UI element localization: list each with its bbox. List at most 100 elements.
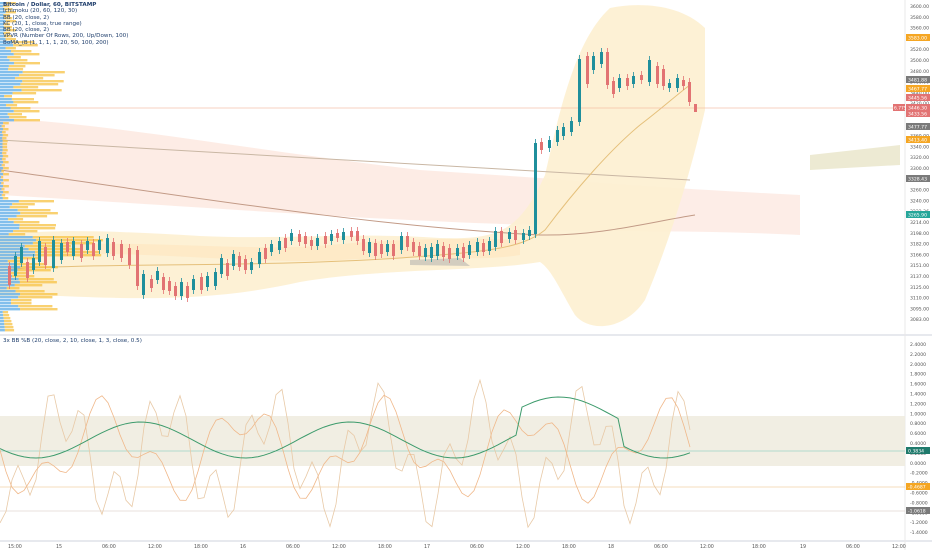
candle-body[interactable] bbox=[468, 245, 471, 255]
candle-body[interactable] bbox=[136, 250, 139, 286]
candle-body[interactable] bbox=[632, 76, 635, 84]
candle-body[interactable] bbox=[238, 256, 241, 267]
candle-body[interactable] bbox=[258, 252, 261, 264]
indicator-bb-1[interactable]: BB (20, close, 2) bbox=[3, 14, 50, 21]
candle-body[interactable] bbox=[316, 238, 319, 246]
candle-body[interactable] bbox=[264, 248, 267, 259]
candle-body[interactable] bbox=[640, 75, 643, 80]
candle-body[interactable] bbox=[570, 121, 573, 132]
candle-body[interactable] bbox=[540, 142, 543, 150]
candle-body[interactable] bbox=[586, 56, 589, 84]
candle-body[interactable] bbox=[626, 78, 629, 86]
candle-body[interactable] bbox=[406, 236, 409, 247]
price-tag[interactable] bbox=[906, 123, 930, 130]
candle-body[interactable] bbox=[400, 236, 403, 250]
candle-body[interactable] bbox=[562, 127, 565, 136]
candle-body[interactable] bbox=[150, 279, 153, 288]
candle-body[interactable] bbox=[20, 247, 23, 263]
candle-body[interactable] bbox=[324, 236, 327, 244]
price-tag[interactable] bbox=[906, 94, 930, 101]
candle-body[interactable] bbox=[298, 234, 301, 242]
candle-body[interactable] bbox=[120, 244, 123, 258]
candle-body[interactable] bbox=[200, 277, 203, 290]
candle-body[interactable] bbox=[656, 66, 659, 84]
candle-body[interactable] bbox=[578, 59, 581, 122]
candle-body[interactable] bbox=[368, 242, 371, 253]
candle-body[interactable] bbox=[278, 241, 281, 250]
candle-body[interactable] bbox=[424, 248, 427, 257]
candle-body[interactable] bbox=[618, 78, 621, 88]
price-tag[interactable] bbox=[906, 85, 930, 92]
candle-body[interactable] bbox=[142, 274, 145, 295]
candle-body[interactable] bbox=[476, 242, 479, 252]
price-tag[interactable] bbox=[906, 76, 930, 83]
candle-body[interactable] bbox=[232, 254, 235, 266]
oscillator-legend[interactable]: 3x BB %B (20, close, 2, 10, close, 1, 3,… bbox=[3, 338, 142, 344]
candle-body[interactable] bbox=[226, 263, 229, 276]
candle-body[interactable] bbox=[456, 248, 459, 256]
candle-body[interactable] bbox=[284, 238, 287, 248]
candle-body[interactable] bbox=[14, 256, 17, 276]
candle-body[interactable] bbox=[668, 83, 671, 88]
candle-body-current[interactable] bbox=[694, 104, 697, 112]
candle-body[interactable] bbox=[514, 230, 517, 240]
candle-body[interactable] bbox=[442, 246, 445, 257]
candle-body[interactable] bbox=[86, 241, 89, 250]
candle-body[interactable] bbox=[380, 244, 383, 254]
candle-body[interactable] bbox=[436, 244, 439, 256]
candle-body[interactable] bbox=[500, 231, 503, 243]
candle-body[interactable] bbox=[174, 286, 177, 296]
candle-body[interactable] bbox=[98, 240, 101, 250]
candle-body[interactable] bbox=[290, 233, 293, 241]
candle-body[interactable] bbox=[192, 279, 195, 290]
candle-body[interactable] bbox=[244, 259, 247, 270]
candle-body[interactable] bbox=[220, 258, 223, 274]
candle-body[interactable] bbox=[8, 266, 11, 285]
candle-body[interactable] bbox=[418, 246, 421, 256]
candle-body[interactable] bbox=[528, 230, 531, 236]
indicator-ichimoku[interactable]: Ichimoku (20, 60, 120, 30) bbox=[3, 8, 78, 15]
candle-body[interactable] bbox=[508, 232, 511, 239]
candle-body[interactable] bbox=[648, 60, 651, 82]
candle-body[interactable] bbox=[494, 231, 497, 247]
candle-body[interactable] bbox=[106, 238, 109, 253]
candle-body[interactable] bbox=[44, 247, 47, 265]
candle-body[interactable] bbox=[342, 232, 345, 240]
oscillator-value-tag[interactable] bbox=[906, 447, 930, 454]
price-tag[interactable] bbox=[906, 110, 930, 117]
candle-body[interactable] bbox=[72, 241, 75, 256]
candle-body[interactable] bbox=[52, 240, 55, 268]
price-tag[interactable] bbox=[906, 34, 930, 41]
candle-body[interactable] bbox=[128, 248, 131, 265]
candle-body[interactable] bbox=[556, 130, 559, 142]
price-tag[interactable] bbox=[906, 211, 930, 218]
candle-body[interactable] bbox=[310, 240, 313, 246]
candle-body[interactable] bbox=[162, 277, 165, 290]
candle-body[interactable] bbox=[430, 247, 433, 258]
current-price-marker[interactable] bbox=[893, 104, 905, 111]
candle-body[interactable] bbox=[374, 243, 377, 256]
candle-body[interactable] bbox=[612, 81, 615, 94]
candle-body[interactable] bbox=[362, 239, 365, 251]
candle-body[interactable] bbox=[32, 258, 35, 270]
candle-body[interactable] bbox=[448, 248, 451, 259]
current-price-tag[interactable] bbox=[906, 104, 930, 111]
candle-body[interactable] bbox=[270, 244, 273, 252]
candle-body[interactable] bbox=[92, 243, 95, 256]
candle-body[interactable] bbox=[26, 262, 29, 278]
oscillator-value-tag[interactable] bbox=[906, 483, 930, 490]
candle-body[interactable] bbox=[676, 78, 679, 88]
indicator-kc[interactable]: KC (20, 1, close, true range) bbox=[3, 20, 82, 27]
candle-body[interactable] bbox=[206, 276, 209, 287]
candle-body[interactable] bbox=[386, 244, 389, 252]
candle-body[interactable] bbox=[80, 244, 83, 258]
candle-body[interactable] bbox=[356, 231, 359, 241]
candle-body[interactable] bbox=[60, 243, 63, 260]
indicator-bb-2[interactable]: BB (20, close, 2) bbox=[3, 27, 50, 34]
candle-body[interactable] bbox=[488, 241, 491, 251]
candle-body[interactable] bbox=[350, 231, 353, 237]
candle-body[interactable] bbox=[606, 52, 609, 85]
candle-body[interactable] bbox=[688, 82, 691, 102]
candle-body[interactable] bbox=[548, 140, 551, 148]
